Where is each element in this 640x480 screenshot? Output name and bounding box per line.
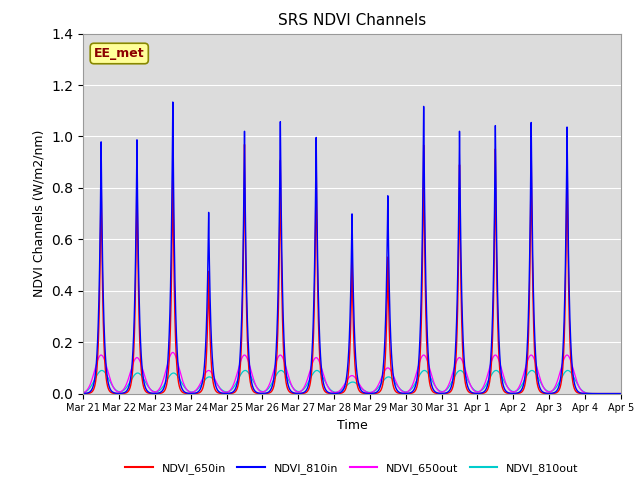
NDVI_810in: [281, 348, 289, 353]
NDVI_650in: [189, 391, 196, 396]
NDVI_810in: [79, 391, 87, 396]
NDVI_650out: [502, 382, 510, 388]
NDVI_650out: [615, 391, 623, 396]
NDVI_650out: [426, 367, 434, 373]
NDVI_810out: [617, 391, 625, 396]
NDVI_810in: [189, 391, 196, 396]
NDVI_650out: [281, 360, 289, 365]
NDVI_810out: [502, 383, 510, 388]
NDVI_810out: [615, 391, 623, 396]
NDVI_810in: [426, 374, 434, 380]
Y-axis label: NDVI Channels (W/m2/nm): NDVI Channels (W/m2/nm): [33, 130, 46, 297]
NDVI_650in: [615, 391, 623, 396]
NDVI_810in: [617, 391, 625, 396]
NDVI_810in: [169, 99, 177, 105]
Legend: NDVI_650in, NDVI_810in, NDVI_650out, NDVI_810out: NDVI_650in, NDVI_810in, NDVI_650out, NDV…: [121, 458, 583, 478]
NDVI_810out: [280, 370, 288, 376]
NDVI_810in: [502, 389, 510, 395]
NDVI_650in: [241, 142, 248, 147]
NDVI_650in: [426, 383, 434, 388]
Line: NDVI_650out: NDVI_650out: [83, 352, 621, 394]
NDVI_810out: [195, 386, 202, 392]
Line: NDVI_650in: NDVI_650in: [83, 144, 621, 394]
Line: NDVI_810out: NDVI_810out: [83, 371, 621, 394]
NDVI_650out: [189, 389, 196, 395]
NDVI_650out: [169, 349, 177, 355]
Line: NDVI_810in: NDVI_810in: [83, 102, 621, 394]
NDVI_650in: [617, 391, 625, 396]
NDVI_650in: [79, 391, 87, 396]
Title: SRS NDVI Channels: SRS NDVI Channels: [278, 13, 426, 28]
NDVI_650in: [281, 365, 289, 371]
NDVI_810out: [426, 374, 434, 380]
NDVI_810out: [79, 390, 87, 396]
NDVI_650out: [79, 390, 87, 396]
NDVI_810out: [189, 389, 196, 395]
Text: EE_met: EE_met: [94, 47, 145, 60]
X-axis label: Time: Time: [337, 419, 367, 432]
NDVI_650out: [617, 391, 625, 396]
NDVI_810out: [528, 368, 536, 373]
NDVI_650in: [195, 390, 202, 396]
NDVI_810in: [195, 389, 202, 395]
NDVI_650in: [502, 390, 510, 396]
NDVI_650out: [195, 384, 202, 390]
NDVI_810in: [615, 391, 623, 396]
